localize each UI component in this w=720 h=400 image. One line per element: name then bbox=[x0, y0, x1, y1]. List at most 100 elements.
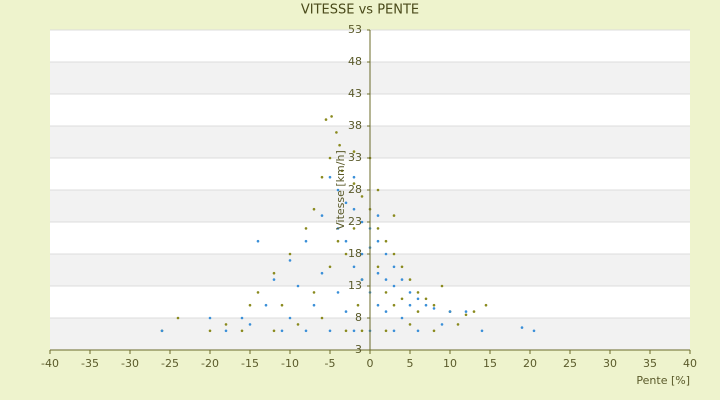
data-point bbox=[312, 303, 316, 307]
data-point bbox=[480, 329, 484, 333]
x-tick-label: 0 bbox=[367, 357, 374, 370]
data-point bbox=[352, 207, 356, 211]
data-point bbox=[400, 278, 404, 281]
data-point bbox=[376, 271, 380, 275]
x-axis-title: Pente [%] bbox=[636, 374, 690, 387]
data-point bbox=[384, 278, 388, 281]
x-tick-label: 30 bbox=[603, 357, 617, 370]
y-tick-label: 8 bbox=[355, 311, 362, 324]
data-point bbox=[336, 239, 340, 243]
data-point bbox=[264, 303, 268, 307]
data-point bbox=[356, 303, 360, 307]
data-point bbox=[376, 227, 380, 230]
data-point bbox=[338, 143, 341, 147]
data-point bbox=[440, 284, 444, 288]
chart-title: VITESSE vs PENTE bbox=[301, 3, 419, 18]
data-point bbox=[280, 329, 284, 333]
y-tick-label: 23 bbox=[348, 215, 362, 228]
data-point bbox=[312, 207, 316, 211]
y-tick-label: 38 bbox=[348, 119, 362, 132]
data-point bbox=[272, 278, 276, 281]
data-point bbox=[280, 303, 284, 307]
data-point bbox=[352, 329, 356, 333]
data-point bbox=[392, 284, 396, 288]
data-point bbox=[288, 259, 292, 262]
data-point bbox=[432, 329, 436, 333]
data-point bbox=[240, 329, 244, 333]
data-point bbox=[240, 316, 244, 320]
y-tick-label: 53 bbox=[348, 23, 362, 36]
data-point bbox=[336, 188, 340, 192]
data-point bbox=[328, 265, 332, 269]
data-point bbox=[408, 323, 412, 326]
data-point bbox=[328, 329, 332, 333]
data-point bbox=[272, 271, 276, 275]
data-point bbox=[336, 227, 340, 230]
data-point bbox=[360, 195, 364, 198]
data-point bbox=[424, 303, 428, 307]
x-tick-label: -20 bbox=[201, 357, 219, 370]
data-point bbox=[296, 284, 300, 288]
data-point bbox=[360, 220, 364, 224]
data-point bbox=[392, 329, 396, 333]
x-tick-label: 10 bbox=[443, 357, 457, 370]
data-point bbox=[456, 323, 460, 326]
data-point bbox=[304, 239, 308, 243]
data-point bbox=[288, 252, 292, 256]
data-point bbox=[392, 252, 396, 256]
data-point bbox=[376, 239, 380, 243]
x-tick-label: -10 bbox=[281, 357, 299, 370]
data-point bbox=[352, 150, 356, 153]
data-point bbox=[392, 265, 396, 269]
data-point bbox=[376, 265, 380, 269]
x-tick-label: 15 bbox=[483, 357, 497, 370]
x-tick-label: -5 bbox=[325, 357, 336, 370]
data-point bbox=[352, 175, 356, 179]
y-tick-label: 33 bbox=[348, 151, 362, 164]
x-tick-label: -40 bbox=[41, 357, 59, 370]
data-point bbox=[392, 303, 396, 307]
data-point bbox=[392, 214, 396, 217]
data-point bbox=[344, 201, 348, 205]
data-point bbox=[424, 297, 428, 301]
data-point bbox=[376, 188, 380, 192]
data-point bbox=[344, 252, 348, 256]
y-axis-title: Vitesse [km/h] bbox=[334, 150, 347, 230]
x-tick-label: 25 bbox=[563, 357, 577, 370]
data-point bbox=[330, 115, 333, 118]
data-point bbox=[384, 310, 388, 313]
y-tick-label: 13 bbox=[348, 279, 362, 292]
data-point bbox=[320, 175, 324, 179]
data-point bbox=[320, 214, 324, 217]
data-point bbox=[408, 278, 412, 281]
data-point bbox=[400, 265, 404, 269]
data-point bbox=[352, 265, 356, 269]
x-tick-label: 35 bbox=[643, 357, 657, 370]
data-point bbox=[288, 316, 292, 320]
data-point bbox=[328, 175, 332, 179]
x-tick-label: -30 bbox=[121, 357, 139, 370]
data-point bbox=[416, 297, 420, 301]
data-point bbox=[360, 329, 364, 333]
data-point bbox=[376, 214, 380, 217]
data-point bbox=[520, 326, 524, 329]
data-point bbox=[408, 303, 412, 307]
x-tick-label: -35 bbox=[81, 357, 99, 370]
data-point bbox=[416, 310, 420, 313]
data-point bbox=[384, 252, 388, 256]
data-point bbox=[344, 310, 348, 313]
data-point bbox=[340, 169, 344, 173]
data-point bbox=[320, 316, 324, 320]
data-point bbox=[208, 316, 212, 320]
data-point bbox=[400, 316, 404, 320]
data-point bbox=[440, 323, 444, 326]
y-tick-label: 43 bbox=[348, 87, 362, 100]
data-point bbox=[432, 307, 436, 310]
data-point bbox=[532, 329, 536, 333]
data-point bbox=[208, 329, 212, 333]
data-point bbox=[472, 310, 476, 313]
data-point bbox=[400, 297, 404, 301]
data-point bbox=[335, 131, 338, 134]
